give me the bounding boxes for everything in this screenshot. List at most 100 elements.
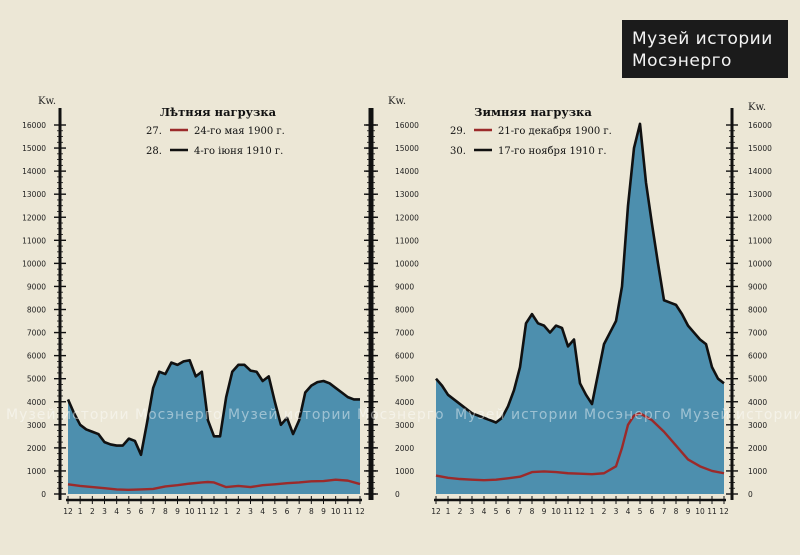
c1-x-tick-label: 10 (695, 507, 705, 516)
c1-x-tick-label: 3 (470, 507, 475, 516)
c1-y-tick-label-right: 7000 (748, 329, 767, 338)
c1-y-tick-label-left: 4000 (395, 398, 414, 407)
c1-unit-label-right: Kw. (748, 102, 766, 113)
legend-layer: Лѣтняя нагрузка 27. 24-го мая 1900 г. 28. 4-… (146, 105, 612, 157)
c0-x-tick-label: 11 (343, 507, 353, 516)
c0-series-red-line (67, 478, 361, 492)
c1-x-tick-label: 7 (662, 507, 667, 516)
axes-layer: 0100020003000400050006000700080009000100… (22, 96, 772, 516)
c1-y-tick-label-left: 7000 (395, 329, 414, 338)
c0-x-tick-label: 4 (260, 507, 265, 516)
c1-series-red-line (435, 412, 725, 482)
watermark-strip-text-4: Музей истории Мосэнерго (680, 407, 800, 423)
c0-y-tick-label: 16000 (22, 121, 46, 130)
c1-y-tick-label-left: 0 (395, 490, 400, 499)
c0-series-black-line (66, 358, 360, 457)
c1-y-tick-label-left: 3000 (395, 421, 414, 430)
c0-x-tick-label: 6 (139, 507, 144, 516)
c1-y-tick-label-left: 1000 (395, 467, 414, 476)
c0-x-tick-label: 12 (209, 507, 219, 516)
c1-y-tick-label-right: 11000 (748, 236, 772, 245)
c1-x-tick-label: 3 (614, 507, 619, 516)
c1-x-tick-label: 12 (431, 507, 441, 516)
c1-x-tick-label: 10 (551, 507, 561, 516)
c0-y-tick-label: 14000 (22, 167, 46, 176)
c0-y-tick-label: 0 (41, 490, 46, 499)
c1-y-tick-label-left: 10000 (395, 259, 419, 268)
c0-x-tick-label: 12 (355, 507, 365, 516)
c1-x-tick-label: 8 (530, 507, 535, 516)
c1-x-tick-label: 9 (542, 507, 547, 516)
c0-x-tick-label: 12 (63, 507, 73, 516)
watermark-strip: Музей истории Мосэнерго Музей истории Мо… (6, 407, 800, 423)
c0-x-tick-label: 1 (224, 507, 229, 516)
c0-x-tick-label: 2 (236, 507, 241, 516)
c1-x-tick-label: 8 (674, 507, 679, 516)
c1-y-tick-label-left: 2000 (395, 444, 414, 453)
c0-y-tick-label: 5000 (27, 375, 46, 384)
c1-y-tick-label-right: 10000 (748, 259, 772, 268)
c1-y-tick-label-right: 8000 (748, 306, 767, 315)
badge-line-2: Мосэнерго (632, 51, 732, 71)
c0-x-tick-label: 3 (248, 507, 253, 516)
c0-x-tick-label: 2 (90, 507, 95, 516)
c1-y-tick-label-right: 0 (748, 490, 753, 499)
c1-x-tick-label: 9 (686, 507, 691, 516)
c0-x-tick-label: 7 (297, 507, 302, 516)
c1-y-tick-label-right: 16000 (748, 121, 772, 130)
c0-x-tick-label: 7 (151, 507, 156, 516)
c1-y-tick-label-left: 14000 (395, 167, 419, 176)
badge-line-1: Музей истории (632, 29, 773, 49)
c0-x-tick-label: 9 (321, 507, 326, 516)
c1-x-tick-label: 2 (602, 507, 607, 516)
c1-legend-number: 29. (450, 126, 466, 137)
c0-x-tick-label: 5 (126, 507, 131, 516)
c1-series-black-line (435, 122, 725, 424)
c0-y-tick-label: 1000 (27, 467, 46, 476)
c1-y-tick-label-right: 15000 (748, 144, 772, 153)
c0-x-tick-label: 3 (102, 507, 107, 516)
c1-x-tick-label: 4 (626, 507, 631, 516)
c1-y-tick-label-right: 3000 (748, 421, 767, 430)
c1-legend-label: 21-го декабря 1900 г. (498, 126, 612, 137)
c1-y-tick-label-left: 6000 (395, 352, 414, 361)
c0-y-tick-label: 9000 (27, 282, 46, 291)
c0-legend-label: 24-го мая 1900 г. (194, 126, 285, 137)
c1-y-tick-label-left: 15000 (395, 144, 419, 153)
c1-y-tick-label-right: 6000 (748, 352, 767, 361)
c0-y-tick-label: 15000 (22, 144, 46, 153)
c0-x-tick-label: 4 (114, 507, 119, 516)
c0-y-tick-label: 12000 (22, 213, 46, 222)
c1-x-tick-label: 7 (518, 507, 523, 516)
c1-y-tick-label-right: 1000 (748, 467, 767, 476)
c1-x-tick-label: 11 (707, 507, 717, 516)
c0-x-tick-label: 11 (197, 507, 207, 516)
c1-x-tick-label: 5 (638, 507, 643, 516)
c1-y-tick-label-left: 13000 (395, 190, 419, 199)
c1-y-tick-label-right: 4000 (748, 398, 767, 407)
c0-unit-label: Kw. (38, 96, 56, 107)
c1-y-tick-label-left: 9000 (395, 282, 414, 291)
c1-y-tick-label-right: 5000 (748, 375, 767, 384)
c0-y-tick-label: 2000 (27, 444, 46, 453)
c0-load-area (68, 360, 360, 494)
c0-y-tick-label: 11000 (22, 236, 46, 245)
c1-legend-number: 30. (450, 146, 466, 157)
c1-legend-label: 17-го ноября 1910 г. (498, 146, 607, 157)
c0-x-tick-label: 8 (309, 507, 314, 516)
c0-x-tick-label: 10 (185, 507, 195, 516)
c1-x-tick-label: 5 (494, 507, 499, 516)
c0-x-tick-label: 10 (331, 507, 341, 516)
c1-x-tick-label: 12 (719, 507, 729, 516)
c1-y-tick-label-left: 8000 (395, 306, 414, 315)
c1-x-tick-label: 12 (575, 507, 585, 516)
c1-x-tick-label: 2 (458, 507, 463, 516)
c0-x-tick-label: 9 (175, 507, 180, 516)
c1-y-tick-label-left: 5000 (395, 375, 414, 384)
watermark-strip-text-1: Музей истории Мосэнерго (6, 407, 223, 423)
c1-x-tick-label: 6 (506, 507, 511, 516)
c1-title: Зимняя нагрузка (474, 105, 592, 119)
c0-y-tick-label: 7000 (27, 329, 46, 338)
watermark-strip-text-3: Музей истории Мосэнерго (455, 407, 672, 423)
